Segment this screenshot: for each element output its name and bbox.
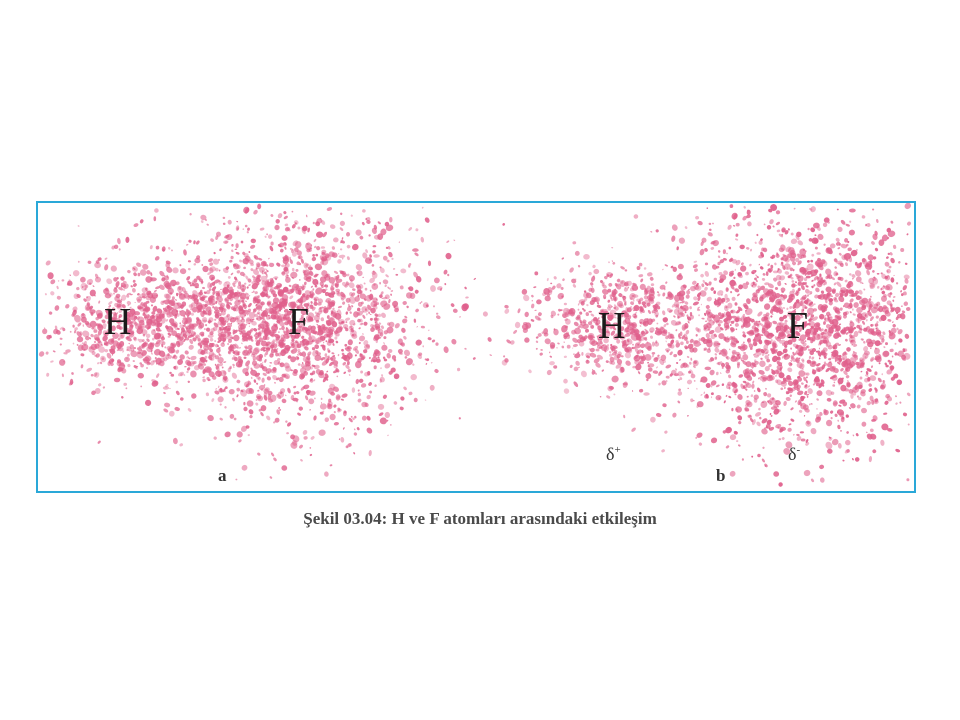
panel-b-label: b [716, 466, 726, 485]
figure-frame: H F a H F δ+ δ- b [36, 201, 916, 493]
panel-b-hydrogen-label: H [598, 305, 626, 347]
panel-b-hydrogen-cloud [472, 246, 781, 399]
electron-cloud-diagram [38, 203, 912, 487]
partial-negative-charge: δ- [788, 444, 801, 464]
panel-a-label: a [218, 466, 227, 485]
figure-caption: Şekil 03.04: H ve F atomları arasındaki … [303, 509, 657, 528]
panel-b-fluorine-cloud [572, 203, 912, 487]
panel-b-fluorine-label: F [787, 305, 809, 347]
panel-a-fluorine-label: F [288, 301, 310, 343]
panel-a-hydrogen-label: H [104, 301, 132, 343]
partial-positive-charge: δ+ [606, 444, 621, 464]
panel-a-fluorine-cloud [112, 203, 574, 481]
